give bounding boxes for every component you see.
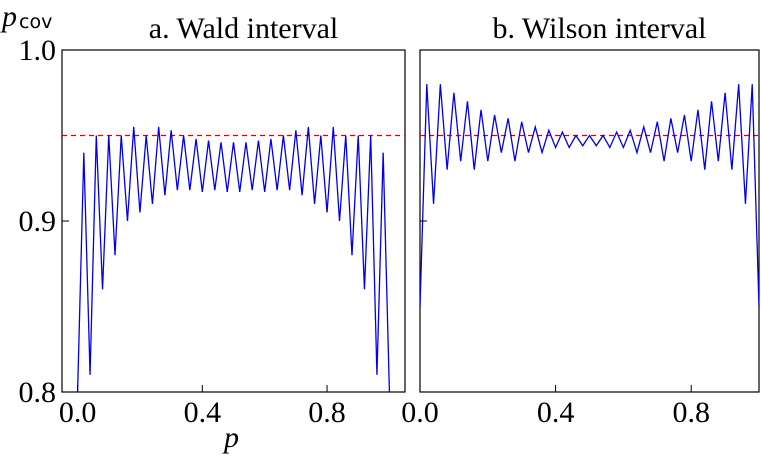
panel-title: b. Wilson interval [492, 12, 706, 45]
x-tick-label: 0.0 [401, 396, 439, 429]
x-tick-label: 0.4 [537, 396, 575, 429]
y-tick-label: 1.0 [19, 34, 57, 67]
x-tick-label: 0.8 [308, 396, 346, 429]
x-axis-label: p [222, 421, 239, 454]
x-tick-label: 0.4 [184, 396, 222, 429]
coverage-line [419, 84, 760, 307]
coverage-line [76, 126, 391, 393]
panel-title: a. Wald interval [149, 12, 338, 45]
y-axis-label: p [0, 0, 17, 33]
y-tick-label: 0.9 [19, 205, 57, 238]
y-tick-label: 0.8 [19, 376, 57, 409]
x-tick-label: 0.0 [59, 396, 97, 429]
y-axis-label-subscript: cov [19, 11, 52, 33]
x-tick-label: 0.8 [672, 396, 710, 429]
plot-frame [419, 49, 760, 393]
